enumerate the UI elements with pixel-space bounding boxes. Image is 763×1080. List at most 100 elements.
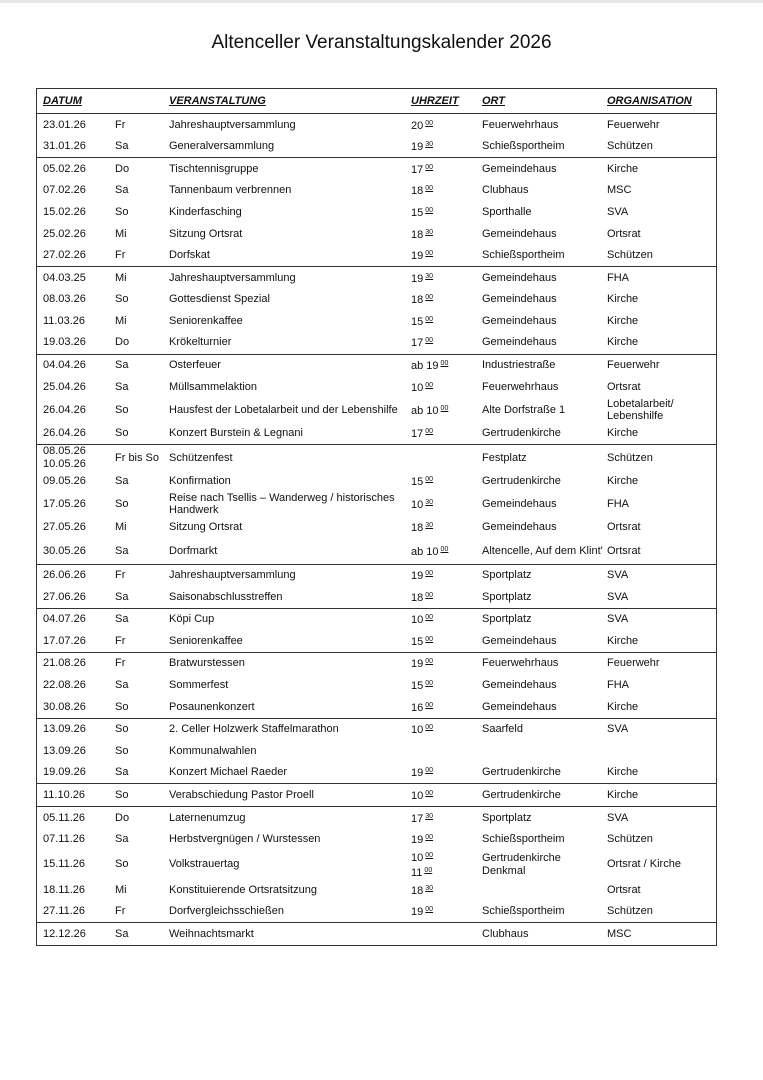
time-minutes: 00 [425,294,434,302]
time-minutes: 30 [425,141,434,149]
time-minutes: 00 [425,834,434,842]
table-row: 31.01.26 Sa Generalversammlung 19 30 Schießsp… [37,136,717,158]
time-minutes: 00 [425,337,434,345]
time-hour: 19 [411,250,424,263]
organisation-cell: Kirche [607,314,639,327]
place-cell: Sportplatz [482,607,607,631]
time-minutes: 00 [425,428,434,436]
time-hour: 10 [411,724,424,737]
table-row: 30.05.26 Sa Dorfmarkt ab 10 00 Altencelle, Au… [37,539,717,565]
time-cell: 19 00 [411,563,482,587]
time-cell: 10 00 [411,376,482,398]
organisation-cell: SVA [607,607,717,631]
time-minutes: 00 [425,767,434,775]
time-minutes: 00 [425,724,434,732]
date-cell: 26.06.26 [36,563,115,587]
organisation-cell: Kirche [607,783,717,807]
event-cell: Kinderfasching [169,205,242,218]
time-cell: 16 00 [411,696,482,718]
date-cell: 17.05.26 [43,498,86,511]
time-minutes: 00 [425,852,434,860]
organisation-cell: Feuerwehr [607,353,717,377]
time-minutes: 30 [425,272,434,280]
place-cell: Feuerwehrhaus [482,651,607,675]
time-hour: 18 [411,294,424,307]
time-value: 17 00 [411,162,482,177]
date-cell: 25.04.26 [43,380,86,393]
time-minutes: 00 [440,360,449,368]
page-title: Altenceller Veranstaltungskalender 2026 [211,32,552,53]
time-value: ab 10 00 [411,403,482,418]
header-uhrzeit: UHRZEIT [411,88,482,114]
time-value: 10 30 [411,497,482,512]
table-row: 26.04.26 So Konzert Burstein & Legnani 17 00… [37,423,717,445]
time-hour: 20 [411,119,424,132]
time-cell: 15 00 [411,630,482,652]
place-cell: Feuerwehrhaus [482,380,559,393]
time-cell: 18 00 [411,180,482,202]
day-cell: Do [115,336,130,349]
header-day [115,88,169,114]
date-cell: 30.05.26 [43,544,86,557]
place-cell: Schießsportheim [482,905,565,918]
time-value: 18 30 [411,883,482,898]
header-organisation: ORGANISATION [607,88,717,114]
time-cell: 19 00 [411,651,482,675]
date-cell: 07.02.26 [43,184,86,197]
table-row: 25.02.26 Mi Sitzung Ortsrat 18 30 Gemeindehau… [37,223,717,245]
time-cell: 15 00 [411,310,482,332]
date-cell: 19.03.26 [43,336,86,349]
day-cell: So [115,403,129,416]
event-cell: Herbstvergnügen / Wurstessen [169,833,321,846]
time-cell: 17 00 [411,157,482,180]
table-row: 30.08.26 So Posaunenkonzert 16 00 Gemeindehau… [37,696,717,718]
organisation-cell: Schützen [607,444,717,471]
event-cell: Krökelturnier [169,336,232,349]
day-cell: Do [115,806,169,829]
time-hour: 18 [411,884,424,897]
time-hour: 10 [426,404,439,417]
date-cell: 04.07.26 [36,607,115,631]
place-cell: Sportplatz [482,806,607,829]
day-cell: Fr [115,563,169,587]
time-value: 19 00 [411,765,482,780]
organisation-cell: Ortsrat / Kirche [607,858,681,871]
time-hour: 17 [411,812,424,825]
table-row: 12.12.26 Sa Weihnachtsmarkt Clubhaus MSC [36,922,717,946]
place-cell: Gertrudenkirche [482,783,607,807]
time-value: 10 00 [411,612,482,627]
time-cell: 19 30 [411,136,482,158]
day-cell: Fr bis So [115,444,169,471]
table-row: 08.03.26 So Gottesdienst Spezial 18 00 Gemein… [37,289,717,311]
time-value: 11 00 [411,865,482,880]
time-value: 19 00 [411,904,482,919]
time-minutes: 00 [425,163,434,171]
place-cell: Feuerwehrhaus [482,118,559,131]
day-cell: Fr [115,118,126,131]
time-cell [411,444,482,471]
organisation-cell: Kirche [607,474,639,487]
time-cell: 18 30 [411,517,482,539]
time-value: 18 00 [411,590,482,605]
event-cell: Köpi Cup [169,607,411,631]
time-value: 15 00 [411,205,482,220]
time-cell: 19 00 [411,245,482,267]
time-minutes: 00 [425,635,434,643]
organisation-cell: SVA [607,806,717,829]
day-cell: Mi [115,314,127,327]
date-cell: 04.04.26 [36,353,115,377]
place-cell: Industriestraße [482,353,607,377]
place-cell: Festplatz [482,444,607,471]
time-cell: 19 00 [411,762,482,784]
time-value: 19 30 [411,271,482,286]
time-cell: 18 00 [411,289,482,311]
table-row: 22.08.26 Sa Sommerfest 15 00 Gemeindehaus FHA [37,674,717,696]
place-cell: Gertrudenkirche [482,427,561,440]
place-cell: Clubhaus [482,184,529,197]
time-cell: 20 00 [411,114,482,136]
time-value: 15 00 [411,314,482,329]
event-cell: Seniorenkaffee [169,634,243,647]
place-cell: Altencelle, Auf dem Klint' [482,544,603,557]
place-cell: Gemeindehaus [482,227,557,240]
event-cell: Generalversammlung [169,140,275,153]
